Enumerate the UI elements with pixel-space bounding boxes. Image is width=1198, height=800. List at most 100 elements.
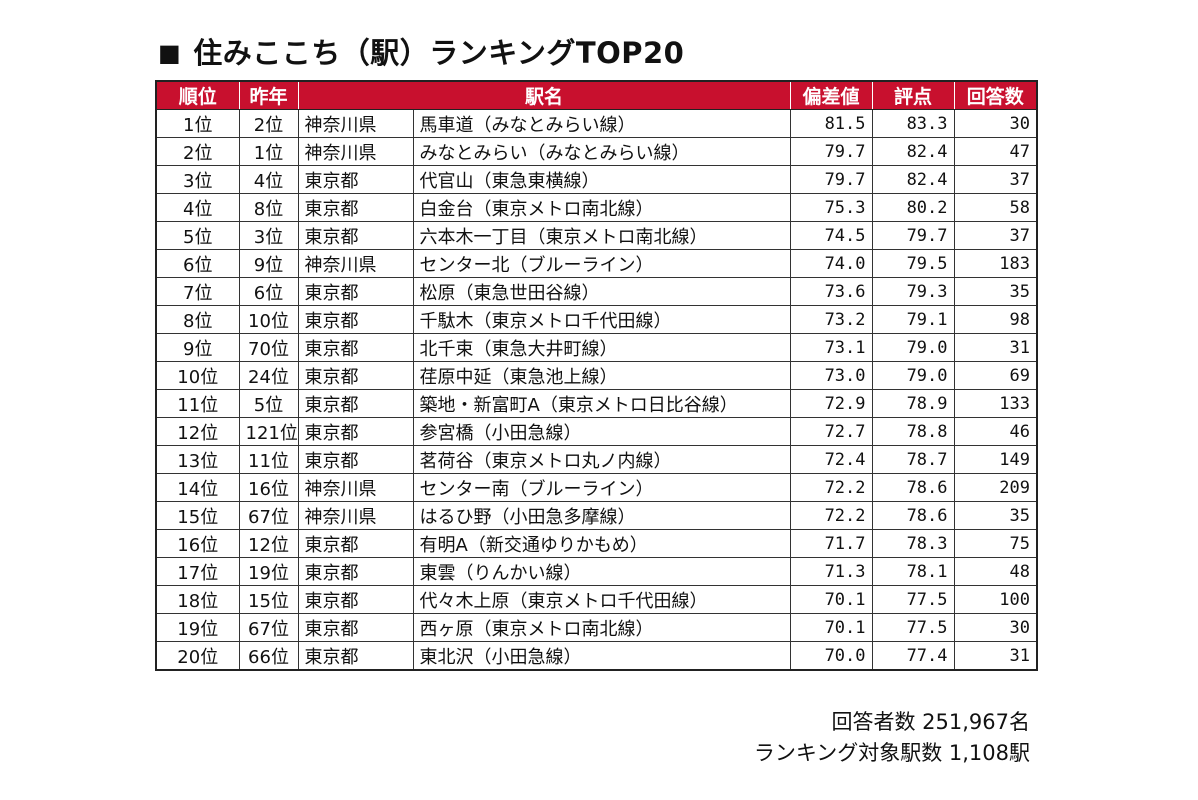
- cell-deviation: 74.0: [789, 249, 873, 278]
- cell-score: 79.5: [871, 249, 955, 278]
- cell-responses: 75: [953, 529, 1039, 558]
- table-row: 11位 5位 東京都 築地・新富町A（東京メトロ日比谷線） 72.9 78.9 133: [155, 389, 1039, 418]
- cell-rank: 19位: [155, 613, 240, 642]
- cell-responses: 46: [953, 417, 1039, 446]
- cell-prefecture: 東京都: [297, 585, 414, 614]
- cell-last-year: 19位: [238, 557, 299, 586]
- cell-rank: 20位: [155, 641, 240, 671]
- cell-prefecture: 神奈川県: [297, 501, 414, 530]
- cell-prefecture: 東京都: [297, 193, 414, 222]
- cell-prefecture: 東京都: [297, 529, 414, 558]
- cell-rank: 16位: [155, 529, 240, 558]
- cell-prefecture: 神奈川県: [297, 473, 414, 502]
- respondent-count: 回答者数 251,967名: [831, 710, 1030, 734]
- cell-responses: 98: [953, 305, 1039, 334]
- cell-score: 79.3: [871, 277, 955, 306]
- header-rank: 順位: [155, 80, 240, 110]
- table-row: 14位 16位 神奈川県 センター南（ブルーライン） 72.2 78.6 209: [155, 473, 1039, 502]
- cell-prefecture: 神奈川県: [297, 249, 414, 278]
- cell-last-year: 12位: [238, 529, 299, 558]
- cell-prefecture: 神奈川県: [297, 109, 414, 138]
- table-row: 10位 24位 東京都 荏原中延（東急池上線） 73.0 79.0 69: [155, 361, 1039, 390]
- cell-rank: 14位: [155, 473, 240, 502]
- cell-rank: 7位: [155, 277, 240, 306]
- cell-station: 西ヶ原（東京メトロ南北線）: [412, 613, 791, 642]
- cell-deviation: 73.6: [789, 277, 873, 306]
- cell-score: 79.1: [871, 305, 955, 334]
- cell-deviation: 72.2: [789, 501, 873, 530]
- header-responses: 回答数: [953, 80, 1039, 110]
- cell-responses: 31: [953, 333, 1039, 362]
- cell-responses: 35: [953, 277, 1039, 306]
- cell-rank: 18位: [155, 585, 240, 614]
- cell-score: 78.1: [871, 557, 955, 586]
- cell-station: センター北（ブルーライン）: [412, 249, 791, 278]
- table-row: 16位 12位 東京都 有明A（新交通ゆりかもめ） 71.7 78.3 75: [155, 529, 1039, 558]
- table-row: 3位 4位 東京都 代官山（東急東横線） 79.7 82.4 37: [155, 165, 1039, 194]
- table-row: 15位 67位 神奈川県 はるひ野（小田急多摩線） 72.2 78.6 35: [155, 501, 1039, 530]
- cell-prefecture: 東京都: [297, 361, 414, 390]
- cell-last-year: 16位: [238, 473, 299, 502]
- table-row: 12位 121位 東京都 参宮橋（小田急線） 72.7 78.8 46: [155, 417, 1039, 446]
- cell-rank: 2位: [155, 137, 240, 166]
- cell-rank: 15位: [155, 501, 240, 530]
- cell-score: 77.5: [871, 613, 955, 642]
- cell-last-year: 70位: [238, 333, 299, 362]
- cell-score: 77.5: [871, 585, 955, 614]
- page-title-text: 住みここち（駅）ランキングTOP20: [193, 36, 685, 70]
- cell-deviation: 74.5: [789, 221, 873, 250]
- cell-responses: 30: [953, 613, 1039, 642]
- cell-station: はるひ野（小田急多摩線）: [412, 501, 791, 530]
- cell-deviation: 71.3: [789, 557, 873, 586]
- cell-rank: 4位: [155, 193, 240, 222]
- cell-score: 78.9: [871, 389, 955, 418]
- cell-station: 白金台（東京メトロ南北線）: [412, 193, 791, 222]
- table-row: 6位 9位 神奈川県 センター北（ブルーライン） 74.0 79.5 183: [155, 249, 1039, 278]
- cell-station: 松原（東急世田谷線）: [412, 277, 791, 306]
- cell-score: 78.3: [871, 529, 955, 558]
- cell-deviation: 73.0: [789, 361, 873, 390]
- cell-station: 東雲（りんかい線）: [412, 557, 791, 586]
- cell-responses: 183: [953, 249, 1039, 278]
- cell-responses: 37: [953, 165, 1039, 194]
- cell-score: 79.0: [871, 361, 955, 390]
- cell-prefecture: 東京都: [297, 417, 414, 446]
- cell-prefecture: 東京都: [297, 305, 414, 334]
- table-row: 4位 8位 東京都 白金台（東京メトロ南北線） 75.3 80.2 58: [155, 193, 1039, 222]
- cell-rank: 6位: [155, 249, 240, 278]
- cell-last-year: 6位: [238, 277, 299, 306]
- cell-station: 北千束（東急大井町線）: [412, 333, 791, 362]
- cell-station: 参宮橋（小田急線）: [412, 417, 791, 446]
- cell-responses: 47: [953, 137, 1039, 166]
- cell-deviation: 73.1: [789, 333, 873, 362]
- cell-last-year: 9位: [238, 249, 299, 278]
- cell-rank: 1位: [155, 109, 240, 138]
- cell-responses: 69: [953, 361, 1039, 390]
- cell-last-year: 2位: [238, 109, 299, 138]
- cell-deviation: 75.3: [789, 193, 873, 222]
- cell-rank: 17位: [155, 557, 240, 586]
- cell-score: 79.0: [871, 333, 955, 362]
- cell-responses: 31: [953, 641, 1039, 671]
- cell-prefecture: 東京都: [297, 445, 414, 474]
- cell-last-year: 1位: [238, 137, 299, 166]
- cell-prefecture: 東京都: [297, 221, 414, 250]
- cell-deviation: 73.2: [789, 305, 873, 334]
- cell-last-year: 5位: [238, 389, 299, 418]
- cell-station: センター南（ブルーライン）: [412, 473, 791, 502]
- cell-score: 79.7: [871, 221, 955, 250]
- table-row: 13位 11位 東京都 茗荷谷（東京メトロ丸ノ内線） 72.4 78.7 149: [155, 445, 1039, 474]
- cell-score: 78.7: [871, 445, 955, 474]
- table-row: 5位 3位 東京都 六本木一丁目（東京メトロ南北線） 74.5 79.7 37: [155, 221, 1039, 250]
- table-row: 9位 70位 東京都 北千束（東急大井町線） 73.1 79.0 31: [155, 333, 1039, 362]
- cell-last-year: 67位: [238, 501, 299, 530]
- table-row: 2位 1位 神奈川県 みなとみらい（みなとみらい線） 79.7 82.4 47: [155, 137, 1039, 166]
- cell-responses: 133: [953, 389, 1039, 418]
- cell-rank: 3位: [155, 165, 240, 194]
- cell-deviation: 79.7: [789, 137, 873, 166]
- cell-station: 代々木上原（東京メトロ千代田線）: [412, 585, 791, 614]
- cell-responses: 209: [953, 473, 1039, 502]
- cell-last-year: 67位: [238, 613, 299, 642]
- header-deviation: 偏差値: [789, 80, 873, 110]
- cell-deviation: 70.1: [789, 613, 873, 642]
